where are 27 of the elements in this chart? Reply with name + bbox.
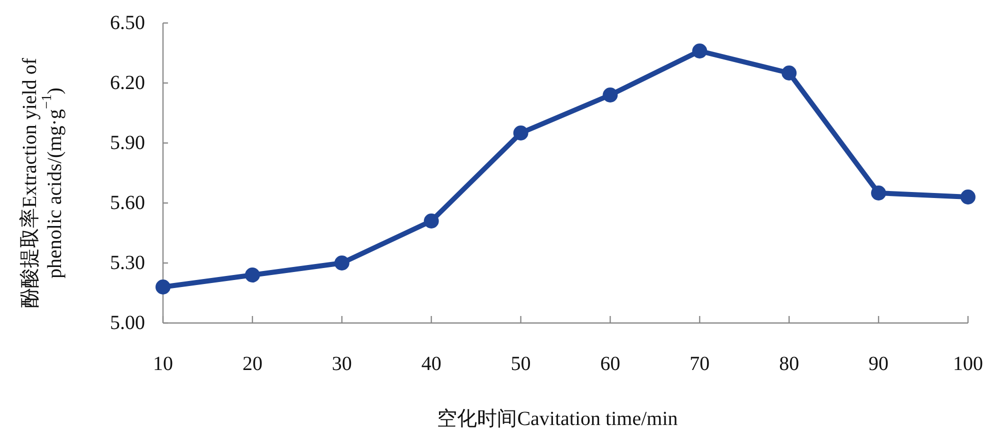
x-tick-label: 30 [332,353,352,375]
x-tick-label: 100 [953,353,983,375]
point [692,44,708,58]
point [156,280,170,294]
x-axis-title: 空化时间Cavitation time/min [437,408,678,430]
y-tick-label: 5.60 [110,192,145,214]
point [334,256,350,270]
y-tick-label: 5.30 [110,252,145,274]
point [424,214,439,228]
x-tick-label: 50 [510,353,531,375]
x-tick-label: 60 [600,353,620,375]
x-tick-label: 40 [421,353,442,375]
point [960,190,976,204]
point [782,66,797,80]
y-tick-label: 5.90 [110,132,145,154]
x-tick-label: 90 [868,353,889,375]
x-tick-label: 20 [242,353,262,375]
point [871,186,886,200]
point [513,126,528,140]
x-tick-label: 70 [690,353,710,375]
y-tick-label: 6.50 [110,12,145,34]
x-tick-label: 10 [153,353,173,375]
y-tick-label: 6.20 [110,72,145,94]
y-tick-label: 5.00 [110,312,145,334]
point [602,88,618,102]
x-tick-label: 80 [779,353,800,375]
point [244,268,260,282]
